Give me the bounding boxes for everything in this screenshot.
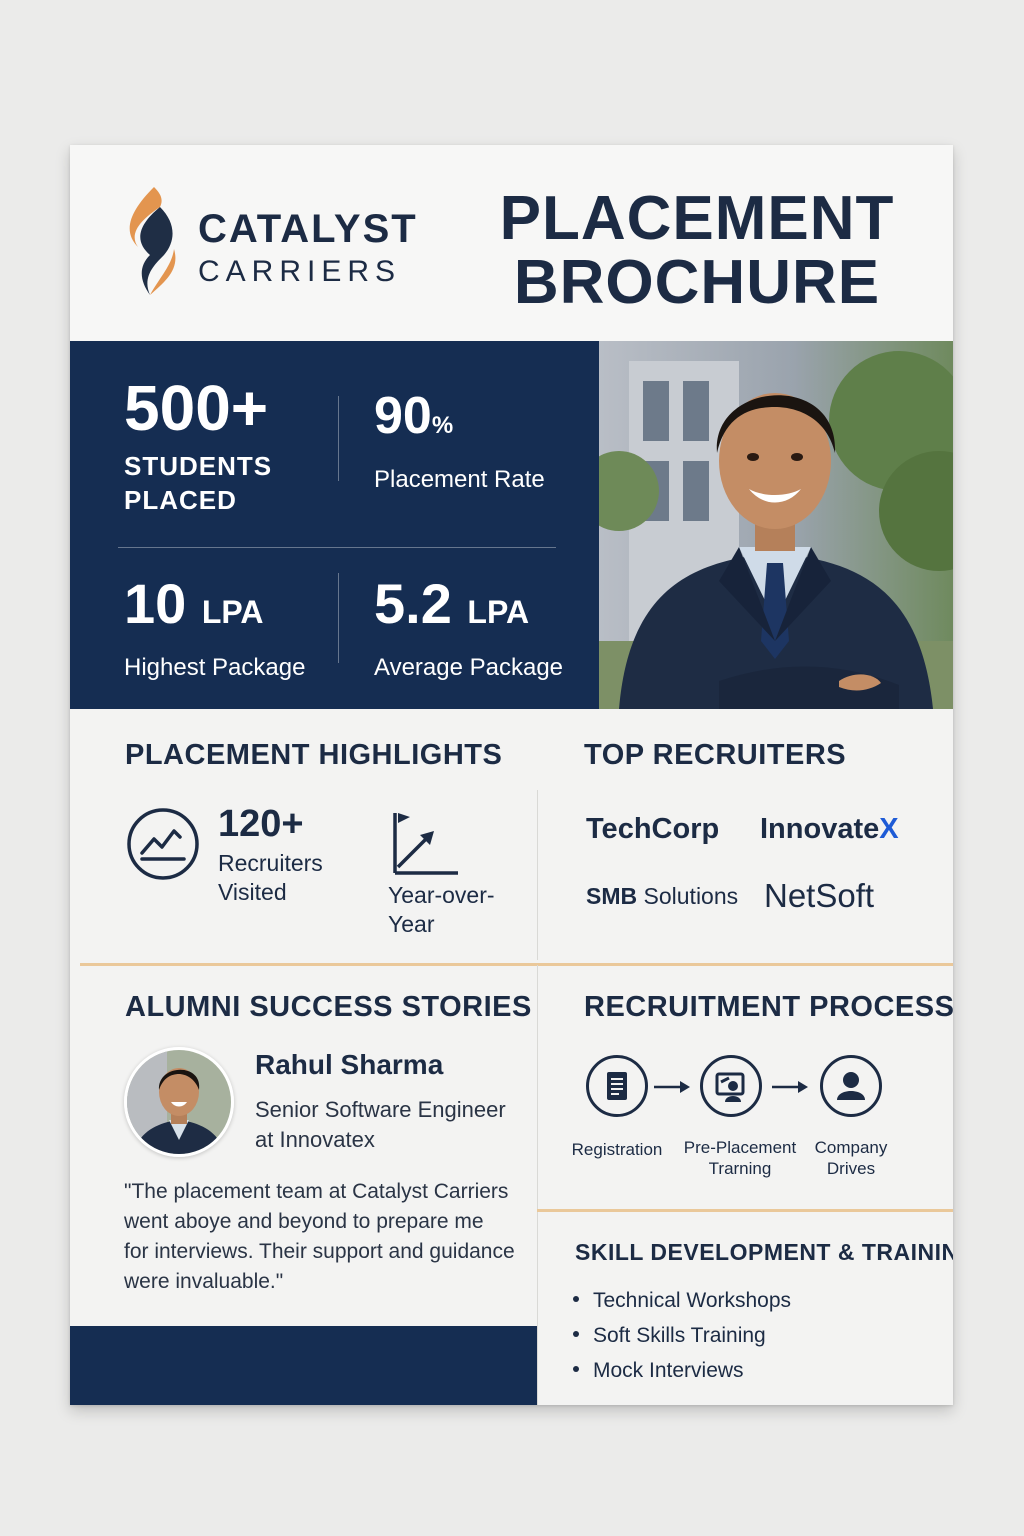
recruiters-count: 120+: [218, 803, 304, 845]
stat-students-label-2: PLACED: [124, 485, 237, 515]
stat-average-package: 5.2 LPA Average Package: [374, 569, 563, 685]
yoy-label-2: Year: [388, 911, 435, 937]
skills-title: SKILL DEVELOPMENT & TRAINING: [575, 1239, 953, 1265]
skills-list: Technical Workshops Soft Skills Training…: [573, 1283, 791, 1388]
stat-average-value: 5.2: [374, 572, 452, 635]
brand-name: CATALYST CARRIERS: [198, 207, 418, 289]
list-item: Mock Interviews: [573, 1353, 791, 1388]
alumni-portrait: [127, 1050, 231, 1154]
document-icon: [607, 1072, 627, 1100]
stat-highest-value: 10: [124, 572, 187, 635]
alumni-title: ALUMNI SUCCESS STORIES: [125, 991, 532, 1023]
stats-divider: [338, 573, 339, 663]
recruiter-smb-solutions: SMB Solutions: [586, 883, 739, 909]
header: CATALYST CARRIERS PLACEMENT BROCHURE: [70, 145, 953, 341]
step-label-registration: Registration: [571, 1140, 663, 1159]
list-item: Soft Skills Training: [573, 1318, 791, 1353]
section-divider-horizontal: [537, 1209, 953, 1212]
stats-panel: 500+ STUDENTS PLACED 90% Placement Rate …: [70, 341, 599, 709]
recruiters-title: TOP RECRUITERS: [584, 739, 847, 771]
brand-line-2: CARRIERS: [198, 255, 402, 288]
stat-average-unit: LPA: [467, 594, 530, 630]
step-registration: [586, 1055, 648, 1117]
recruiters-label-1: Recruiters: [218, 850, 323, 876]
highlights-title: PLACEMENT HIGHLIGHTS: [125, 739, 503, 771]
brand-line-1: CATALYST: [198, 207, 418, 251]
avatar: [124, 1047, 234, 1157]
stat-average-label: Average Package: [374, 654, 564, 681]
recruiter-innovatex: InnovateX: [760, 813, 899, 845]
section-divider-horizontal: [80, 963, 953, 966]
flame-logo-icon: [129, 187, 176, 295]
title-line-2: BROCHURE: [513, 248, 881, 317]
alumni-name: Rahul Sharma: [255, 1049, 444, 1080]
yoy-label-1: Year-over-: [388, 882, 495, 908]
stat-highest-unit: LPA: [201, 594, 264, 630]
stats-divider-horizontal: [118, 547, 556, 548]
training-icon: [715, 1072, 745, 1102]
person-icon: [837, 1072, 865, 1100]
stat-rate-label: Placement Rate: [374, 466, 545, 493]
step-label-company-drives: Company Drives: [814, 1138, 888, 1178]
list-item: Technical Workshops: [573, 1283, 791, 1318]
process-title: RECRUITMENT PROCESS: [584, 991, 953, 1023]
section-divider: [537, 790, 538, 960]
arrow-right-icon: [654, 1081, 690, 1093]
arrow-right-icon: [772, 1081, 808, 1093]
step-company-drives: [820, 1055, 882, 1117]
stat-students-placed: 500+ STUDENTS PLACED: [124, 373, 272, 517]
section-divider: [537, 965, 538, 1405]
stat-rate-unit: %: [431, 412, 454, 439]
stats-divider: [338, 396, 339, 481]
stat-highest-label: Highest Package: [124, 654, 306, 681]
alumni-role: Senior Software Engineer at Innovatex: [255, 1097, 506, 1152]
stat-rate-value: 90: [374, 387, 432, 445]
step-label-pre-placement: Pre-Placement Trarning: [683, 1138, 797, 1178]
title-line-1: PLACEMENT: [499, 184, 895, 253]
page-title: PLACEMENT BROCHURE: [497, 187, 897, 315]
footer-bar: [70, 1326, 537, 1405]
stat-students-label-1: STUDENTS: [124, 451, 273, 481]
brochure-page: CATALYST CARRIERS PLACEMENT BROCHURE 500…: [70, 145, 953, 1405]
stat-placement-rate: 90% Placement Rate: [374, 381, 545, 497]
trend-axis-icon: [393, 813, 458, 875]
student-portrait: [599, 341, 953, 709]
recruiters-label-2: Visited: [218, 879, 287, 905]
stat-highest-package: 10 LPA Highest Package: [124, 569, 305, 685]
recruiter-techcorp: TechCorp: [586, 813, 720, 845]
growth-chart-icon: [127, 808, 199, 880]
alumni-quote: "The placement team at Catalyst Carriers…: [124, 1180, 515, 1293]
hero-photo: [599, 341, 953, 709]
stat-students-value: 500+: [124, 372, 269, 444]
recruiter-netsoft: NetSoft: [764, 877, 875, 914]
step-pre-placement-training: [700, 1055, 762, 1117]
